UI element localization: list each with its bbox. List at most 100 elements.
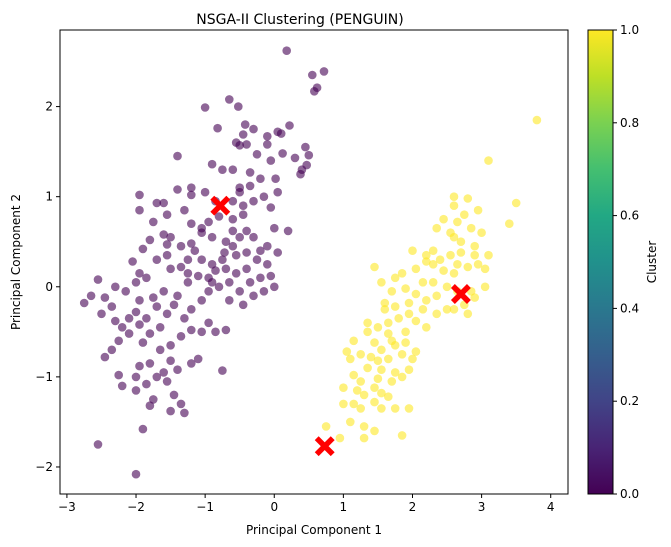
cluster-0-point: [302, 160, 312, 170]
cluster-0-point: [204, 217, 213, 227]
cluster-0-point: [225, 278, 234, 287]
cluster-1-point: [439, 266, 448, 275]
cluster-1-point: [449, 305, 459, 314]
cluster-1-point: [456, 248, 466, 257]
cluster-0-point: [271, 174, 280, 183]
cluster-0-point: [290, 153, 300, 163]
cluster-0-point: [245, 278, 255, 287]
cluster-1-point: [384, 392, 393, 402]
cluster-1-point: [505, 219, 514, 228]
cluster-0-point: [135, 190, 144, 200]
cluster-0-point: [190, 246, 200, 255]
cluster-1-point: [363, 327, 372, 337]
centroid-x-mark: [314, 436, 335, 457]
cluster-0-point: [228, 165, 238, 174]
cluster-1-point: [463, 262, 473, 272]
cluster-0-point: [211, 327, 220, 337]
cluster-0-point: [169, 390, 179, 400]
cluster-0-point: [187, 325, 196, 335]
cluster-0-point: [245, 181, 255, 191]
cluster-1-point: [321, 422, 331, 431]
cluster-0-point: [135, 269, 144, 278]
cluster-0-point: [259, 287, 269, 296]
cluster-0-point: [145, 359, 155, 368]
cluster-0-point: [121, 287, 130, 296]
cluster-1-point: [380, 305, 390, 314]
cluster-0-point: [308, 70, 317, 80]
x-tick-label: −2: [127, 500, 145, 514]
cluster-1-point: [453, 217, 462, 227]
colorbar-tick-label: 0.2: [620, 394, 639, 408]
cluster-0-point: [200, 187, 210, 197]
cluster-0-point: [304, 150, 314, 160]
cluster-0-point: [111, 316, 120, 326]
cluster-1-point: [370, 338, 379, 347]
cluster-0-point: [204, 287, 213, 296]
y-tick-label: −1: [35, 370, 53, 384]
cluster-1-point: [370, 262, 379, 272]
cluster-0-point: [207, 159, 217, 169]
cluster-1-point: [439, 214, 448, 224]
cluster-1-point: [449, 232, 459, 242]
cluster-0-point: [221, 237, 231, 246]
cluster-1-point: [428, 246, 438, 255]
centroid-x-mark: [450, 284, 471, 304]
cluster-0-point: [135, 205, 144, 215]
cluster-0-point: [152, 255, 162, 264]
cluster-1-point: [463, 194, 473, 203]
cluster-0-point: [228, 226, 238, 236]
cluster-0-point: [242, 226, 251, 236]
cluster-0-point: [218, 366, 227, 375]
cluster-1-point: [356, 404, 366, 413]
cluster-0-point: [131, 278, 141, 287]
cluster-1-point: [432, 291, 442, 301]
cluster-0-point: [282, 46, 292, 55]
cluster-1-point: [384, 318, 393, 328]
cluster-1-point: [387, 377, 397, 386]
cluster-0-point: [240, 120, 250, 129]
cluster-1-point: [404, 298, 414, 308]
cluster-1-point: [422, 323, 431, 332]
cluster-1-point: [373, 323, 383, 332]
cluster-0-point: [283, 226, 293, 236]
cluster-1-point: [387, 336, 397, 346]
cluster-0-point: [152, 302, 162, 311]
cluster-0-point: [256, 174, 265, 183]
cluster-0-point: [214, 212, 224, 221]
cluster-1-point: [401, 338, 410, 347]
cluster-0-point: [180, 408, 189, 418]
cluster-1-point: [442, 282, 452, 292]
cluster-1-point: [359, 422, 369, 431]
cluster-0-point: [162, 250, 172, 260]
cluster-1-point: [397, 350, 407, 359]
cluster-1-point: [366, 352, 376, 362]
cluster-0-point: [131, 386, 141, 395]
chart-title: NSGA-II Clustering (PENGUIN): [196, 12, 403, 28]
cluster-0-point: [263, 132, 272, 141]
cluster-1-point: [470, 293, 480, 302]
x-axis-ticks: −3 −2 −1 0 1 2 3 4: [58, 494, 555, 514]
cluster-0-point: [234, 102, 243, 111]
cluster-1-point: [390, 273, 400, 283]
cluster-1-point: [339, 383, 348, 393]
cluster-1-point: [356, 377, 366, 386]
cluster-1-point: [404, 365, 414, 375]
cluster-1-point: [411, 289, 421, 299]
cluster-0-point: [273, 127, 283, 137]
cluster-1-point: [373, 356, 383, 366]
cluster-0-point: [245, 168, 255, 177]
cluster-1-point: [480, 282, 490, 292]
x-tick-label: 3: [478, 500, 486, 514]
cluster-1-point: [377, 278, 386, 287]
cluster-0-point: [197, 255, 206, 264]
cluster-0-point: [162, 377, 172, 386]
cluster-0-point: [169, 300, 179, 310]
cluster-0-point: [242, 248, 251, 257]
cluster-0-point: [273, 187, 283, 197]
cluster-1-point: [370, 383, 379, 393]
cluster-0-point: [263, 260, 272, 269]
cluster-1-point: [456, 237, 466, 246]
cluster-0-point: [180, 205, 189, 215]
cluster-1-point: [435, 255, 445, 264]
x-axis-label: Principal Component 1: [246, 523, 382, 537]
